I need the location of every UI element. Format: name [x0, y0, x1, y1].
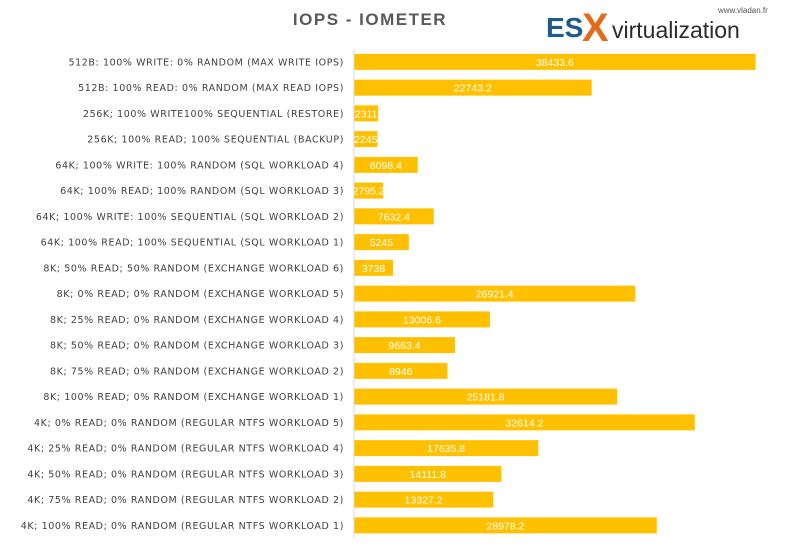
category-label: 4K; 50% READ; 0% RANDOM (REGULAR NTFS WO…: [27, 469, 344, 480]
value-label: 6098.4: [370, 160, 402, 172]
value-label: 28978.2: [486, 520, 524, 532]
bar: [354, 388, 618, 405]
bar: [354, 362, 448, 379]
value-label: 13006.6: [403, 314, 441, 326]
bar: [354, 285, 636, 302]
value-label: 5245: [370, 237, 394, 249]
value-label: 38433.6: [536, 57, 574, 69]
category-label: 512B: 100% WRITE: 0% RANDOM (MAX WRITE I…: [69, 57, 345, 68]
category-label: 8K; 0% READ; 0% RANDOM (EXCHANGE WORKLOA…: [57, 289, 344, 300]
bar: [354, 208, 434, 225]
bar: [354, 465, 502, 482]
category-label: 4K; 75% READ; 0% RANDOM (REGULAR NTFS WO…: [27, 495, 344, 506]
bar: [354, 337, 455, 354]
bar: [354, 311, 490, 328]
logo-virtualization: virtualization: [612, 17, 740, 43]
bar: [354, 491, 494, 508]
value-label: 17635.8: [427, 443, 465, 455]
logo-site: www.vladan.fr: [718, 6, 768, 15]
category-label: 4K; 100% READ; 0% RANDOM (REGULAR NTFS W…: [21, 521, 344, 532]
category-label: 4K; 25% READ; 0% RANDOM (REGULAR NTFS WO…: [27, 444, 344, 455]
esxvirtualization-logo: ES X virtualization www.vladan.fr: [546, 6, 786, 50]
bar: [354, 79, 592, 96]
category-label: 64K; 100% WRITE: 100% RANDOM (SQL WORKLO…: [55, 160, 344, 171]
bar: [354, 53, 756, 70]
category-label: 8K; 25% READ; 0% RANDOM (EXCHANGE WORKLO…: [50, 315, 344, 326]
category-label: 256K; 100% READ; 100% SEQUENTIAL (BACKUP…: [87, 135, 344, 146]
category-label: 64K; 100% READ; 100% RANDOM (SQL WORKLOA…: [60, 186, 344, 197]
value-label: 2795.2: [353, 186, 385, 198]
bar: [354, 440, 539, 457]
value-label: 2311: [355, 108, 378, 120]
category-label: 4K; 0% READ; 0% RANDOM (REGULAR NTFS WOR…: [34, 418, 344, 429]
value-label: 14111.8: [410, 469, 447, 481]
category-label: 64K; 100% WRITE: 100% SEQUENTIAL (SQL WO…: [36, 212, 344, 223]
value-label: 32614.2: [505, 417, 543, 429]
category-label: 8K; 50% READ; 50% RANDOM (EXCHANGE WORKL…: [43, 263, 344, 274]
category-label: 64K; 100% READ; 100% SEQUENTIAL (SQL WOR…: [41, 238, 344, 249]
bar: [354, 517, 657, 534]
value-label: 8946: [389, 366, 413, 378]
category-label: 8K; 50% READ; 0% RANDOM (EXCHANGE WORKLO…: [50, 341, 344, 352]
category-label: 256K; 100% WRITE100% SEQUENTIAL (RESTORE…: [83, 109, 344, 120]
bar: [354, 131, 378, 148]
category-label: 512B: 100% READ: 0% RANDOM (MAX READ IOP…: [78, 83, 344, 94]
value-label: 3738: [362, 263, 386, 275]
value-label: 22743.2: [454, 83, 492, 95]
bar: [354, 105, 379, 122]
bar: [354, 182, 384, 199]
logo-x: X: [582, 6, 609, 50]
value-label: 26921.4: [476, 289, 514, 301]
value-label: 2245: [354, 134, 378, 146]
value-label: 7632.4: [378, 211, 410, 223]
bar: [354, 414, 695, 431]
chart-title: IOPS - IOMETER: [292, 10, 448, 29]
category-label: 8K; 75% READ; 0% RANDOM (EXCHANGE WORKLO…: [50, 366, 344, 377]
category-label: 8K; 100% READ; 0% RANDOM (EXCHANGE WORKL…: [43, 392, 344, 403]
value-label: 25181.8: [467, 392, 505, 404]
bar: [354, 156, 418, 173]
bar: [354, 234, 409, 251]
bars-group: 512B: 100% WRITE: 0% RANDOM (MAX WRITE I…: [21, 53, 756, 534]
logo-es: ES: [546, 12, 584, 43]
bar: [354, 259, 394, 276]
value-label: 9663.4: [388, 340, 420, 352]
value-label: 13327.2: [405, 495, 443, 507]
